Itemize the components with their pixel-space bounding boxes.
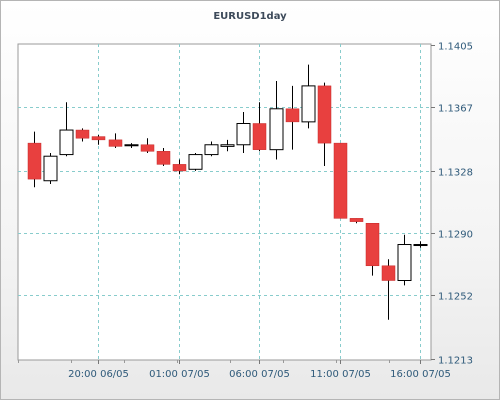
plot-area bbox=[17, 43, 432, 361]
y-axis: 1.1405 1.1367 1.1328 1.1290 1.1252 1.1213 bbox=[431, 42, 473, 367]
candle-body bbox=[252, 123, 267, 150]
candle-body bbox=[333, 142, 348, 219]
candle bbox=[397, 234, 412, 286]
candle bbox=[75, 128, 90, 142]
candle bbox=[43, 152, 58, 185]
candle-body bbox=[27, 142, 42, 180]
candle-body bbox=[285, 108, 300, 123]
candle bbox=[365, 223, 380, 276]
candle-body bbox=[43, 155, 58, 182]
candle-body bbox=[269, 108, 284, 151]
x-tick-label: 16:00 07/05 bbox=[390, 369, 451, 380]
y-tick-label: 1.1328 bbox=[438, 168, 473, 179]
candle-body bbox=[397, 244, 412, 281]
candles bbox=[27, 64, 428, 320]
candle-body bbox=[317, 85, 332, 144]
x-tick-label: 01:00 07/05 bbox=[149, 369, 210, 380]
candle bbox=[333, 142, 348, 219]
candle-body bbox=[188, 154, 203, 170]
y-tick-label: 1.1290 bbox=[438, 230, 473, 241]
y-tick-label: 1.1252 bbox=[438, 292, 473, 303]
candle bbox=[301, 64, 316, 129]
candle bbox=[188, 152, 203, 171]
x-axis: 20:00 06/05 01:00 07/05 06:00 07/05 11:00 0… bbox=[18, 360, 451, 380]
candle bbox=[252, 102, 267, 152]
candle bbox=[124, 143, 139, 149]
candle-body bbox=[124, 144, 139, 147]
candle-body bbox=[75, 129, 90, 139]
candle bbox=[349, 218, 364, 224]
candle bbox=[156, 148, 171, 167]
candle bbox=[108, 133, 123, 149]
candle bbox=[236, 112, 251, 153]
candle bbox=[91, 134, 106, 145]
candle-body bbox=[220, 144, 235, 147]
candle-body bbox=[59, 129, 74, 156]
candle bbox=[59, 102, 74, 157]
x-tick-label: 11:00 07/05 bbox=[310, 369, 371, 380]
candle-body bbox=[413, 244, 428, 247]
y-tick-label: 1.1367 bbox=[438, 104, 473, 115]
candle-body bbox=[140, 144, 155, 152]
candle bbox=[381, 259, 396, 320]
x-tick-label: 20:00 06/05 bbox=[68, 369, 129, 380]
candle-body bbox=[91, 136, 106, 141]
candle-body bbox=[204, 144, 219, 156]
y-tick-label: 1.1405 bbox=[438, 42, 473, 53]
candle bbox=[269, 80, 284, 160]
candle-body bbox=[365, 223, 380, 267]
candle-body bbox=[301, 85, 316, 123]
candle bbox=[27, 131, 42, 188]
candle bbox=[172, 159, 187, 175]
candle bbox=[285, 85, 300, 150]
candle bbox=[140, 138, 155, 153]
candle bbox=[317, 82, 332, 167]
y-tick-label: 1.1213 bbox=[438, 356, 473, 367]
x-tick-label: 06:00 07/05 bbox=[229, 369, 290, 380]
candle bbox=[220, 139, 235, 152]
candle bbox=[204, 141, 219, 157]
candle-body bbox=[108, 139, 123, 147]
candle-body bbox=[236, 123, 251, 146]
candle-body bbox=[172, 164, 187, 172]
candle-body bbox=[349, 218, 364, 222]
candle-body bbox=[156, 151, 171, 165]
chart-title: EURUSD1day bbox=[213, 11, 287, 22]
candle-body bbox=[381, 265, 396, 281]
candle bbox=[413, 241, 428, 248]
